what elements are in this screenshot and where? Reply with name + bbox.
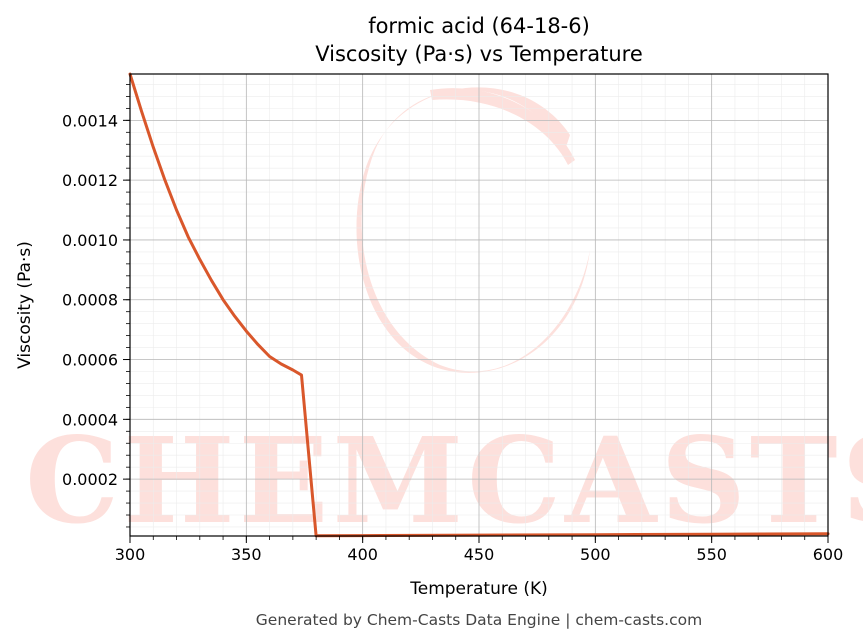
x-tick-label: 400 [347,545,378,564]
y-tick-label: 0.0002 [62,470,118,489]
x-axis: 300 350 400 450 500 550 600 [115,536,844,564]
watermark-text: CHEMCASTS [25,411,863,550]
footer-credit: Generated by Chem-Casts Data Engine | ch… [256,611,702,629]
y-tick-label: 0.0012 [62,171,118,190]
chart-subtitle: Viscosity (Pa·s) vs Temperature [315,42,643,66]
chart-title: formic acid (64-18-6) [368,14,590,38]
x-tick-label: 300 [115,545,146,564]
y-axis: 0.0002 0.0004 0.0006 0.0008 0.0010 0.0012 0.00… [62,84,130,528]
y-tick-label: 0.0014 [62,111,118,130]
x-tick-label: 600 [813,545,844,564]
y-tick-label: 0.0010 [62,231,118,250]
series-layer [128,72,830,538]
y-tick-label: 0.0006 [62,351,118,370]
x-axis-label: Temperature (K) [409,579,548,599]
series-line [128,72,830,538]
x-tick-label: 550 [696,545,727,564]
x-tick-label: 350 [231,545,262,564]
y-tick-label: 0.0004 [62,410,118,429]
y-tick-label: 0.0008 [62,291,118,310]
y-axis-label: Viscosity (Pa·s) [15,241,35,369]
x-tick-label: 500 [580,545,611,564]
x-tick-label: 450 [464,545,495,564]
